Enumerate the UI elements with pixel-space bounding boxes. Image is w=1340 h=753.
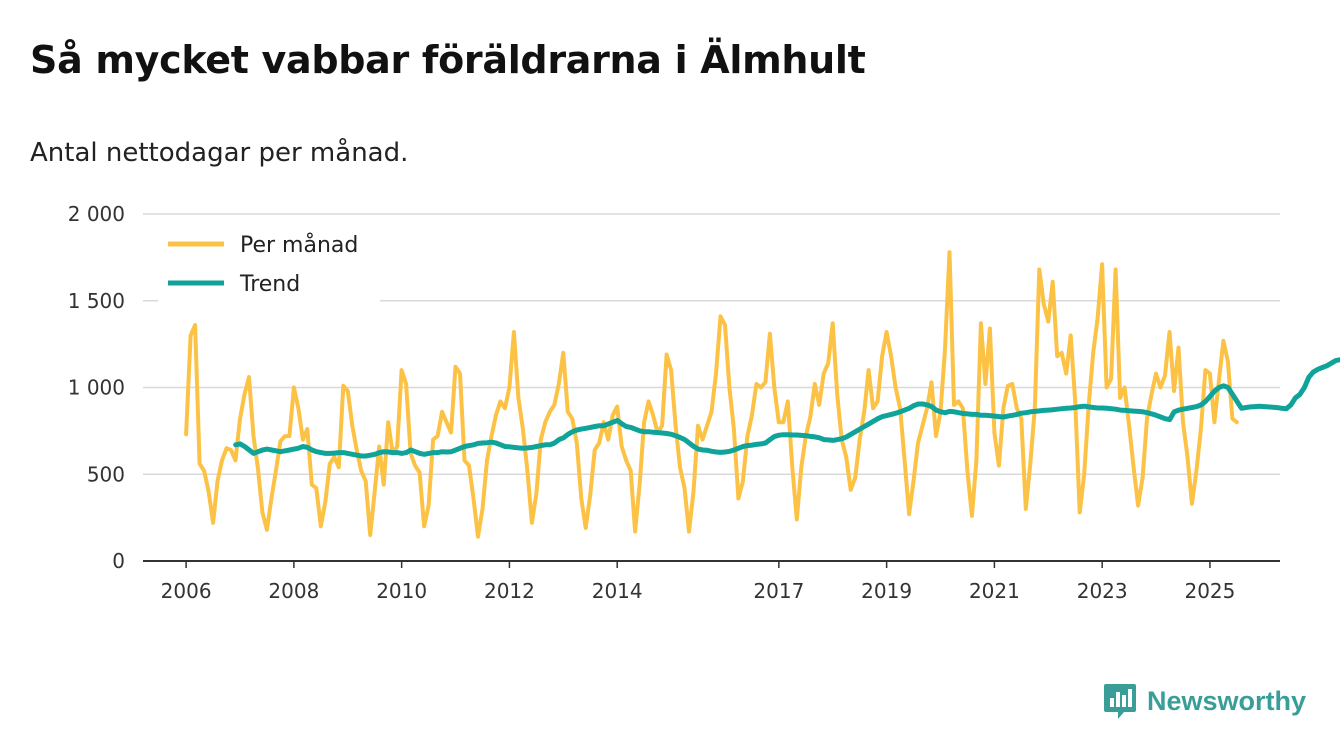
series-line-per-month xyxy=(184,250,1239,539)
x-tick-label: 2023 xyxy=(1077,579,1128,603)
x-tick-label: 2025 xyxy=(1184,579,1235,603)
chart-subtitle: Antal nettodagar per månad. xyxy=(30,138,409,168)
y-axis: 0 500 1 000 1 500 2 000 xyxy=(68,202,125,573)
newsworthy-brand[interactable]: Newsworthy xyxy=(1103,682,1306,720)
brand-name: Newsworthy xyxy=(1147,685,1307,716)
x-tick-label: 2019 xyxy=(861,579,912,603)
y-tick-label: 2 000 xyxy=(68,202,125,226)
y-tick-label: 1 000 xyxy=(68,376,125,400)
x-axis: 2006 2008 2010 2012 2014 2017 2019 2021 2023 2025 xyxy=(143,560,1280,603)
y-tick-label: 0 xyxy=(112,549,125,573)
legend: Per månad Trend xyxy=(158,226,380,302)
x-tick-label: 2014 xyxy=(592,579,643,603)
x-tick-label: 2010 xyxy=(376,579,427,603)
newsworthy-logo-icon xyxy=(1104,684,1136,719)
x-tick-label: 2012 xyxy=(484,579,535,603)
x-tick-label: 2008 xyxy=(268,579,319,603)
legend-label-trend: Trend xyxy=(239,272,300,297)
y-tick-label: 1 500 xyxy=(68,289,125,313)
x-tick-label: 2021 xyxy=(969,579,1020,603)
x-tick-label: 2006 xyxy=(161,579,212,603)
legend-background xyxy=(158,226,380,302)
y-tick-label: 500 xyxy=(87,462,125,486)
series-layer xyxy=(184,250,1340,539)
page-title: Så mycket vabbar föräldrarna i Älmhult xyxy=(30,38,866,82)
series-line-trend xyxy=(233,357,1340,459)
legend-label-per-month: Per månad xyxy=(240,232,358,258)
x-tick-label: 2017 xyxy=(753,579,804,603)
